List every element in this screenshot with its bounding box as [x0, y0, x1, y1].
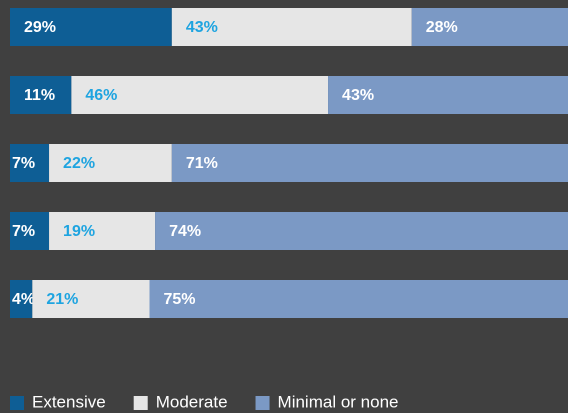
bar-segment	[10, 76, 72, 114]
data-label: 74%	[169, 223, 201, 240]
data-label: 71%	[186, 155, 218, 172]
data-label: 7%	[12, 223, 35, 240]
legend-label: Minimal or none	[278, 392, 399, 411]
data-label: 75%	[164, 291, 196, 308]
legend-label: Moderate	[156, 392, 228, 411]
bar-segment	[71, 76, 329, 114]
data-label: 19%	[63, 223, 95, 240]
data-label: 21%	[46, 291, 78, 308]
legend-label: Extensive	[32, 392, 106, 411]
data-label: 4%	[12, 291, 35, 308]
bar-segment	[49, 212, 156, 250]
bar-segment	[149, 280, 568, 318]
data-label: 11%	[24, 87, 55, 104]
data-label: 28%	[426, 19, 458, 36]
bar-segment	[32, 280, 150, 318]
data-label: 7%	[12, 155, 35, 172]
bar-segment	[328, 76, 568, 114]
bar-segment	[10, 280, 33, 318]
data-label: 43%	[186, 19, 218, 36]
data-label: 29%	[24, 19, 56, 36]
data-label: 22%	[63, 155, 95, 172]
legend-swatch	[255, 396, 270, 410]
data-label: 43%	[342, 87, 374, 104]
bar-segment	[10, 8, 172, 46]
bar-segment	[10, 212, 50, 250]
legend-swatch	[10, 396, 24, 410]
legend-swatch	[133, 396, 148, 410]
bar-segment	[411, 8, 568, 46]
bar-segment	[49, 144, 172, 182]
bar-segment	[155, 212, 568, 250]
data-label: 46%	[85, 87, 117, 104]
bar-segment	[171, 144, 568, 182]
bar-segment	[171, 8, 412, 46]
bar-segment	[10, 144, 50, 182]
